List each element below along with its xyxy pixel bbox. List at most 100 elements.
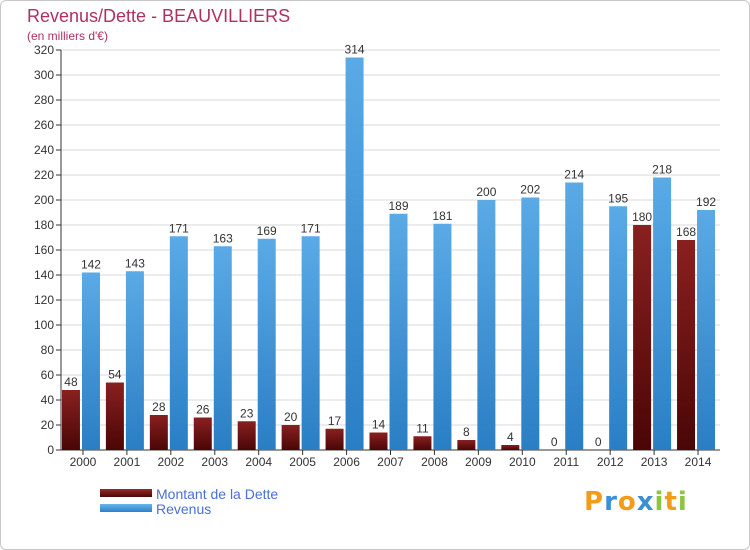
y-tick-label: 300 [34, 68, 54, 82]
bar-dette-2013 [633, 225, 652, 450]
y-tick-label: 280 [34, 93, 54, 107]
data-label-dette-2008: 11 [416, 421, 429, 435]
y-tick-label: 220 [34, 168, 54, 182]
bar-revenus-2007 [389, 213, 408, 450]
bar-revenus-2002 [169, 236, 188, 450]
data-label-dette-2007: 14 [372, 418, 386, 432]
x-tick-label-2013: 2013 [641, 455, 668, 469]
bar-revenus-2000 [81, 272, 100, 450]
x-tick-label-2011: 2011 [553, 455, 579, 469]
x-tick-label-2000: 2000 [70, 455, 97, 469]
bar-dette-2007 [369, 432, 388, 450]
bar-revenus-2001 [125, 271, 144, 450]
y-tick-label: 20 [41, 418, 55, 432]
bar-dette-2005 [281, 425, 300, 450]
data-label-dette-2013: 180 [632, 210, 652, 224]
data-label-dette-2006: 17 [328, 414, 342, 428]
data-label-revenus-2000: 142 [81, 258, 101, 272]
x-tick-label-2003: 2003 [201, 455, 228, 469]
legend-label-dette: Montant de la Dette [156, 486, 279, 502]
y-tick-label: 320 [34, 43, 54, 57]
data-label-revenus-2003: 163 [213, 231, 233, 245]
logo-letter: o [617, 487, 637, 517]
logo-letter: r [604, 487, 618, 517]
data-label-dette-2001: 54 [108, 368, 122, 382]
data-label-revenus-2009: 200 [476, 185, 496, 199]
bar-revenus-2013 [653, 177, 672, 450]
data-label-revenus-2007: 189 [388, 199, 408, 213]
legend-swatch-dette [100, 489, 152, 497]
x-tick-label-2007: 2007 [377, 455, 404, 469]
x-tick-label-2002: 2002 [157, 455, 184, 469]
legend-swatch-revenus [100, 504, 152, 512]
data-label-dette-2012: 0 [595, 435, 602, 449]
bar-dette-2000 [61, 390, 80, 450]
bar-revenus-2014 [697, 210, 716, 450]
y-tick-label: 0 [47, 443, 54, 457]
bar-dette-2001 [105, 382, 124, 450]
bar-dette-2006 [325, 428, 344, 450]
bar-revenus-2005 [301, 236, 320, 450]
x-tick-label-2014: 2014 [685, 455, 712, 469]
y-tick-label: 180 [34, 218, 54, 232]
bar-revenus-2009 [477, 200, 496, 450]
bar-revenus-2006 [345, 57, 364, 450]
data-label-revenus-2005: 171 [301, 221, 321, 235]
data-label-revenus-2013: 218 [652, 163, 672, 177]
logo-letter: P [584, 487, 605, 517]
bar-revenus-2010 [521, 197, 540, 450]
legend-label-revenus: Revenus [156, 501, 212, 517]
x-tick-label-2006: 2006 [333, 455, 360, 469]
data-label-revenus-2010: 202 [520, 183, 540, 197]
data-label-revenus-2004: 169 [257, 224, 277, 238]
bar-revenus-2004 [257, 238, 276, 450]
bar-dette-2009 [457, 440, 476, 450]
data-label-revenus-2012: 195 [608, 191, 628, 205]
data-label-revenus-2014: 192 [696, 195, 716, 209]
data-label-dette-2009: 8 [463, 425, 470, 439]
bar-revenus-2008 [433, 223, 452, 450]
logo-letter: i [677, 487, 688, 517]
bar-dette-2008 [413, 436, 432, 450]
y-tick-label: 140 [34, 268, 54, 282]
data-label-revenus-2011: 214 [564, 168, 584, 182]
logo-letter: i [654, 487, 665, 517]
chart-title: Revenus/Dette - BEAUVILLIERS [27, 6, 291, 26]
data-label-dette-2003: 26 [196, 403, 210, 417]
data-label-dette-2011: 0 [551, 435, 558, 449]
bar-dette-2004 [237, 421, 256, 450]
y-tick-label: 240 [34, 143, 54, 157]
data-label-revenus-2001: 143 [125, 256, 145, 270]
bar-dette-2002 [149, 415, 168, 450]
x-tick-label-2012: 2012 [597, 455, 624, 469]
data-label-dette-2000: 48 [64, 375, 78, 389]
data-label-dette-2010: 4 [507, 430, 514, 444]
data-label-dette-2005: 20 [284, 410, 298, 424]
bar-dette-2010 [501, 445, 520, 450]
x-tick-label-2001: 2001 [114, 455, 141, 469]
data-label-revenus-2008: 181 [432, 209, 452, 223]
y-tick-label: 200 [34, 193, 54, 207]
x-tick-label-2005: 2005 [289, 455, 316, 469]
data-label-dette-2014: 168 [676, 225, 696, 239]
y-tick-label: 40 [41, 393, 55, 407]
bar-dette-2003 [193, 417, 212, 450]
bars [61, 57, 716, 450]
x-tick-label-2008: 2008 [421, 455, 448, 469]
data-label-revenus-2002: 171 [169, 221, 189, 235]
bar-revenus-2011 [565, 182, 584, 450]
chart-subtitle: (en milliers d'€) [27, 29, 108, 43]
data-label-dette-2004: 23 [240, 406, 254, 420]
data-label-revenus-2006: 314 [345, 43, 365, 57]
y-tick-label: 260 [34, 118, 54, 132]
y-tick-label: 160 [34, 243, 54, 257]
axes: 0204060801001201401601802002202402602803… [34, 43, 720, 469]
x-tick-label-2010: 2010 [509, 455, 536, 469]
y-tick-label: 120 [34, 293, 54, 307]
logo-letter: t [664, 487, 678, 517]
data-label-dette-2002: 28 [152, 400, 166, 414]
logo-letter: x [636, 487, 655, 517]
y-tick-label: 80 [41, 343, 55, 357]
y-tick-label: 60 [41, 368, 55, 382]
